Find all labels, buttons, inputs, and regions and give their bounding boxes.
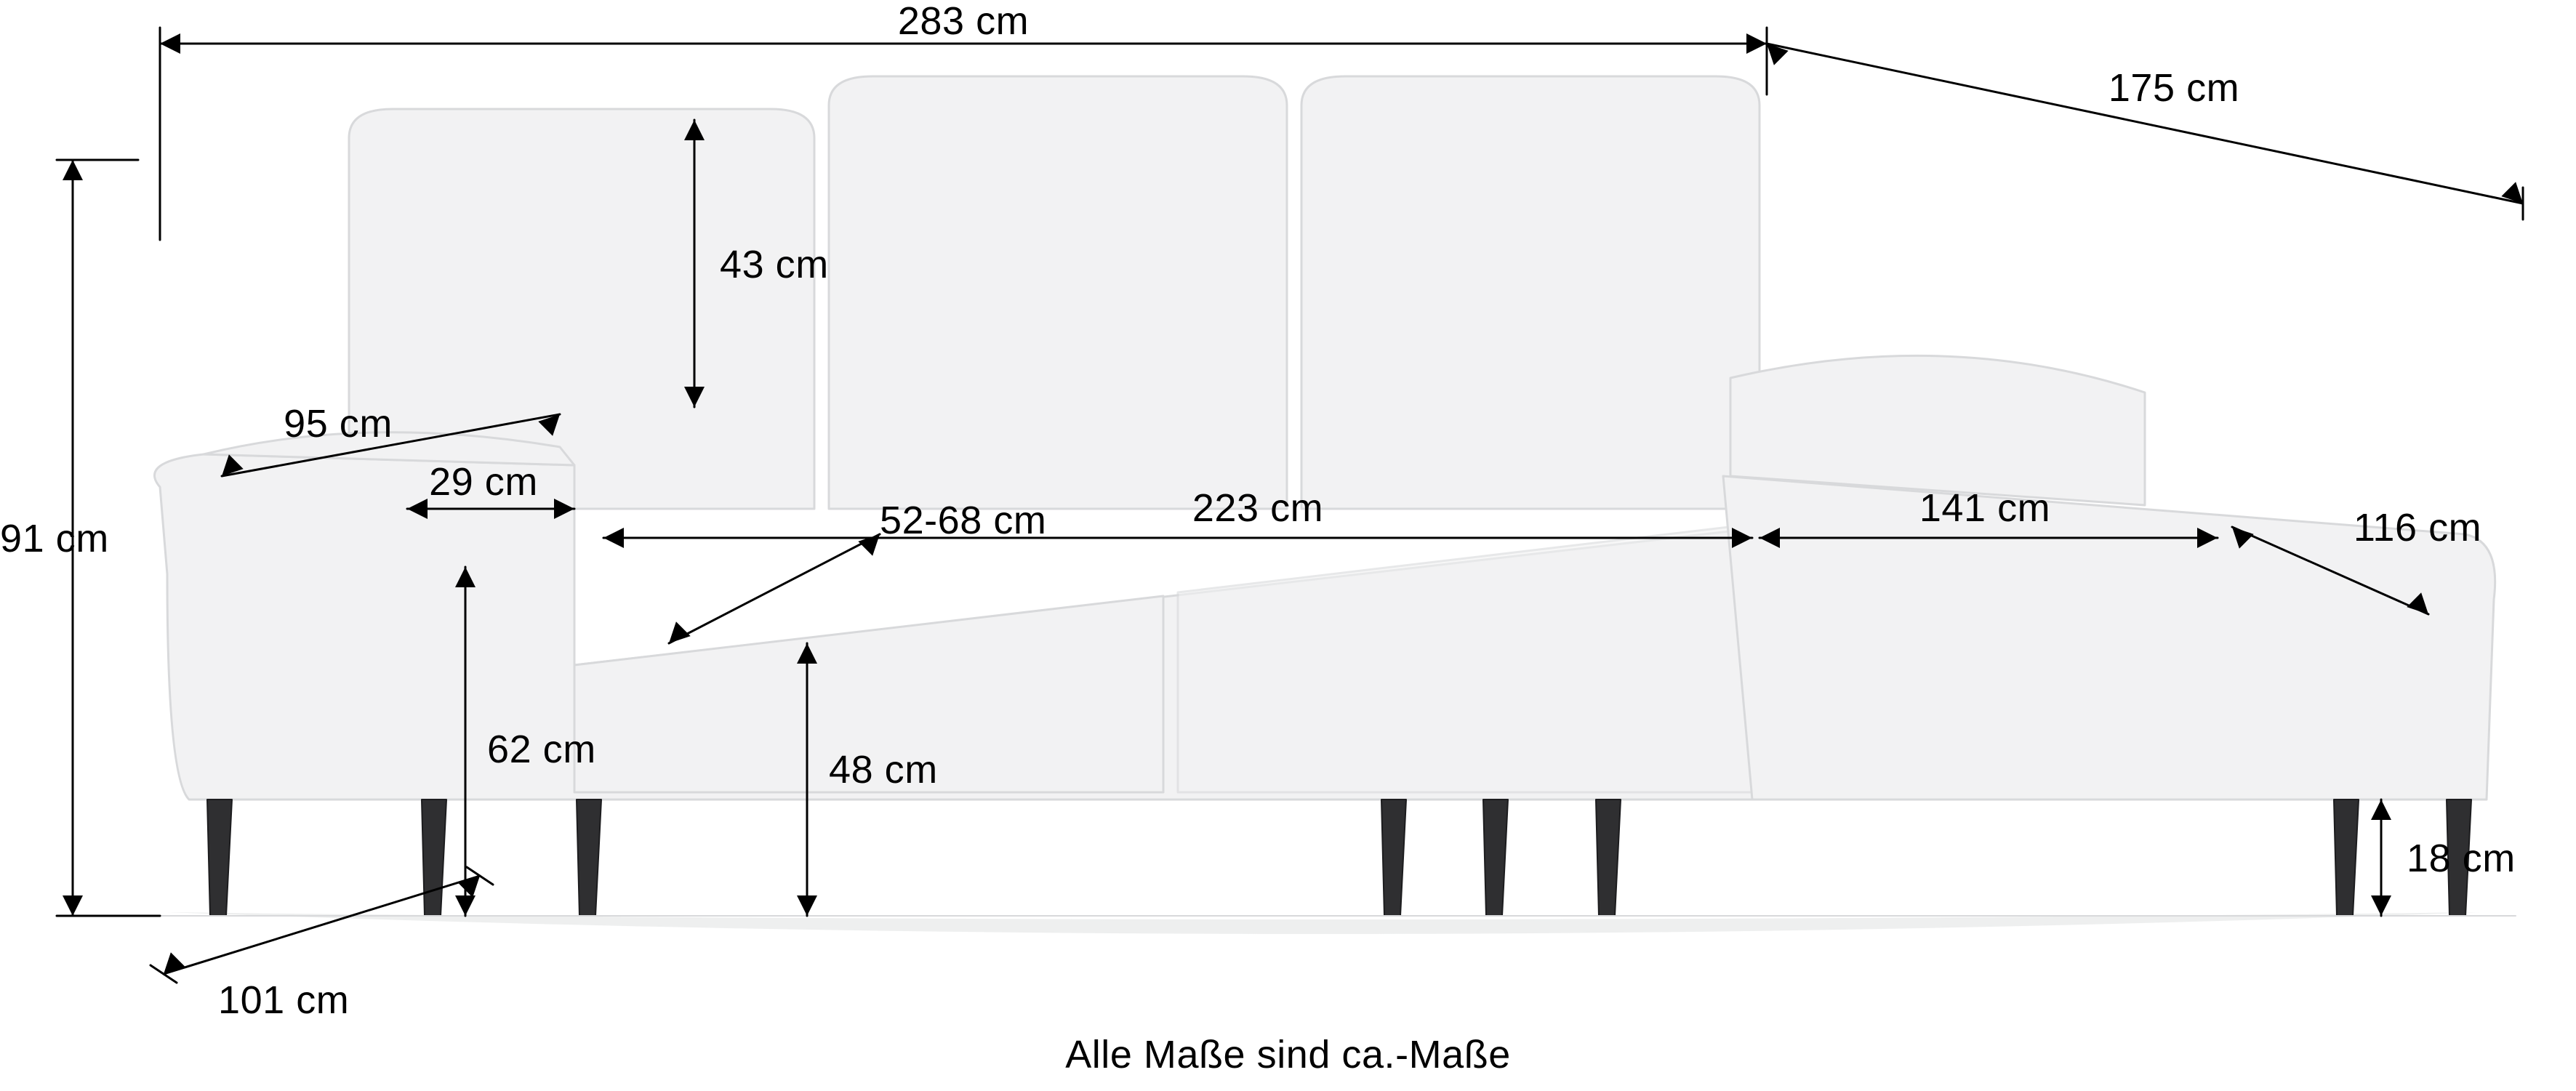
dim-leg-height: 18 cm [2407, 836, 2516, 881]
dim-front-height: 62 cm [487, 727, 596, 772]
dim-seat-height: 48 cm [829, 747, 938, 792]
dim-seat-width: 223 cm [1192, 486, 1323, 531]
dim-chaise-seat-depth: 116 cm [2354, 505, 2481, 550]
diagram-svg [0, 0, 2576, 1091]
dim-back-cushion-height: 43 cm [720, 242, 829, 287]
dim-total-width: 283 cm [898, 0, 1029, 44]
dim-total-height: 91 cm [0, 516, 109, 561]
dim-armrest-width: 29 cm [429, 459, 538, 504]
dim-armrest-depth: 95 cm [284, 401, 393, 446]
dimension-diagram: 283 cm 175 cm 91 cm 95 cm 29 cm 43 cm 52-68 cm… [0, 0, 2576, 1091]
dim-chaise-depth: 175 cm [2108, 65, 2239, 110]
dim-body-depth: 101 cm [218, 978, 349, 1023]
dim-seat-depth: 52-68 cm [880, 498, 1046, 543]
footnote-text: Alle Maße sind ca.-Maße [1065, 1032, 1511, 1077]
dim-chaise-seat-width: 141 cm [1919, 486, 2050, 531]
